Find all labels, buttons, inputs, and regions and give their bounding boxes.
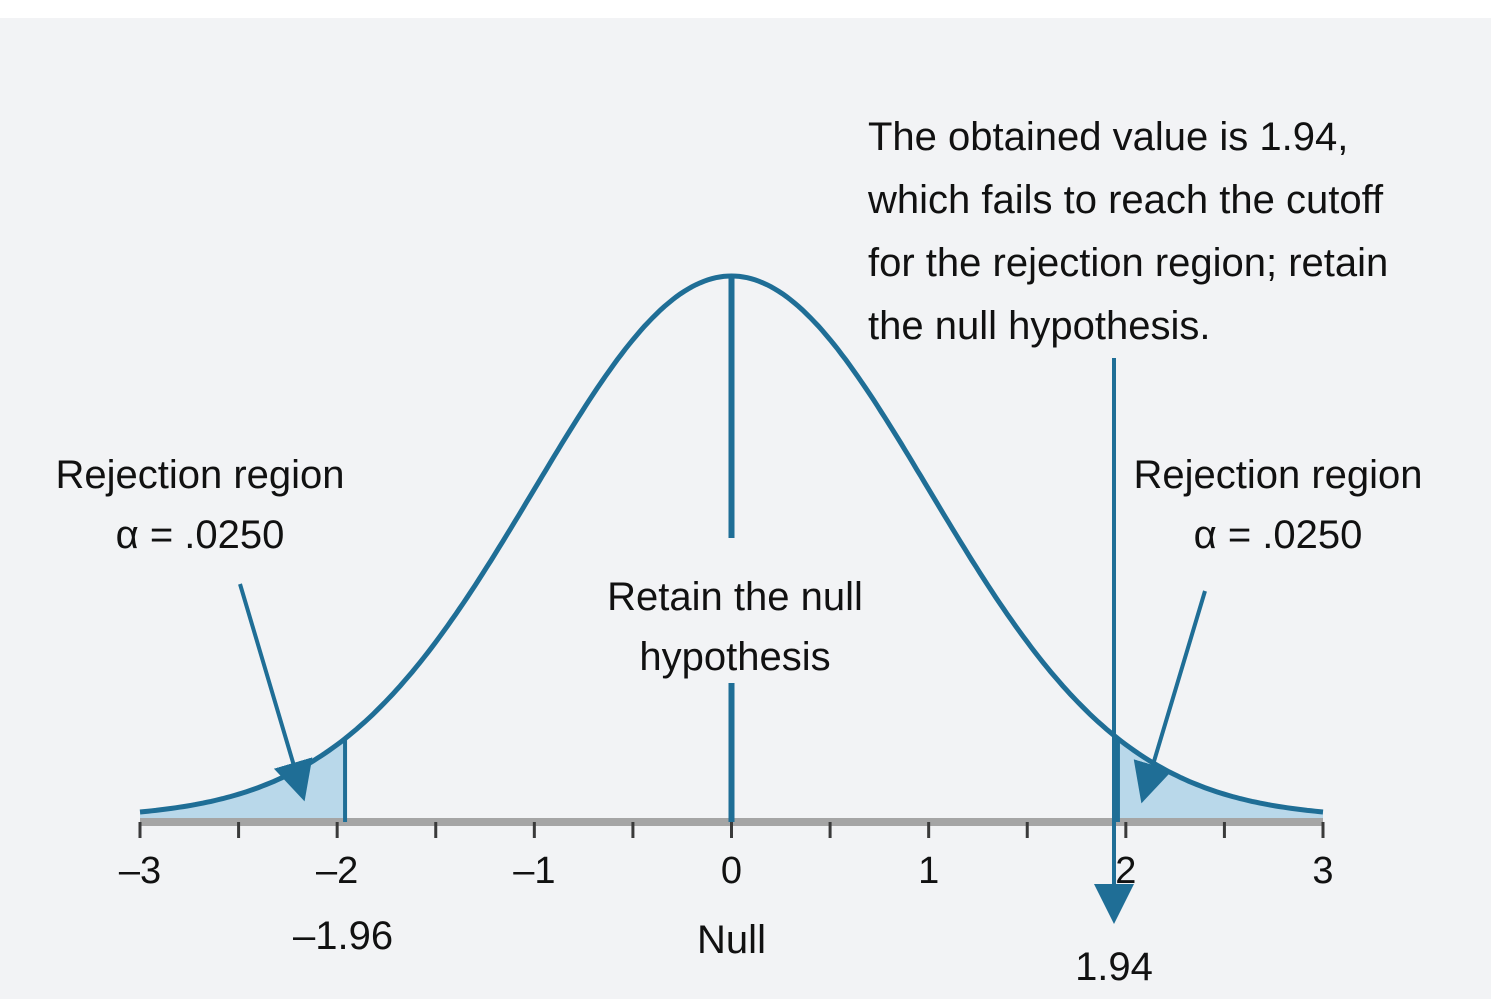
obtained-note-line4: the null hypothesis. bbox=[868, 304, 1210, 348]
obtained-note-line1: The obtained value is 1.94, bbox=[868, 115, 1348, 159]
x-axis-tick-label: 3 bbox=[1312, 850, 1333, 892]
left-region-label: Rejection region bbox=[55, 453, 344, 497]
obtained-value-label: 1.94 bbox=[1075, 945, 1153, 989]
x-axis-ticks bbox=[138, 822, 1325, 838]
null-label: Null bbox=[697, 918, 766, 962]
right-region-label: Rejection region bbox=[1133, 453, 1422, 497]
left-region-alpha: α = .0250 bbox=[116, 513, 285, 557]
normal-distribution-figure: –3 –2 –1 0 1 2 3 Rejection region α = .0250 Re… bbox=[0, 18, 1491, 999]
right-region-alpha: α = .0250 bbox=[1194, 513, 1363, 557]
critical-value-label-left: –1.96 bbox=[293, 914, 393, 958]
left-region-pointer-arrow bbox=[238, 583, 313, 802]
x-axis-tick-label: –2 bbox=[316, 850, 358, 892]
obtained-note-line2: which fails to reach the cutoff bbox=[867, 178, 1384, 222]
normal-curve-chart: –3 –2 –1 0 1 2 3 Rejection region α = .0250 Re… bbox=[55, 115, 1422, 989]
x-axis-tick-labels: –3 –2 –1 0 1 2 3 bbox=[119, 850, 1334, 892]
x-axis-tick-label: 0 bbox=[721, 850, 742, 892]
x-axis-tick-label: 1 bbox=[918, 850, 939, 892]
x-axis-tick-label: –1 bbox=[513, 850, 555, 892]
x-axis-tick-label: –3 bbox=[119, 850, 161, 892]
x-axis-tick-label: 2 bbox=[1115, 850, 1136, 892]
right-region-pointer-arrow bbox=[1133, 590, 1207, 804]
retain-null-label-line2: hypothesis bbox=[639, 635, 830, 679]
obtained-note-line3: for the rejection region; retain bbox=[868, 241, 1388, 285]
retain-null-label-line1: Retain the null bbox=[607, 575, 863, 619]
